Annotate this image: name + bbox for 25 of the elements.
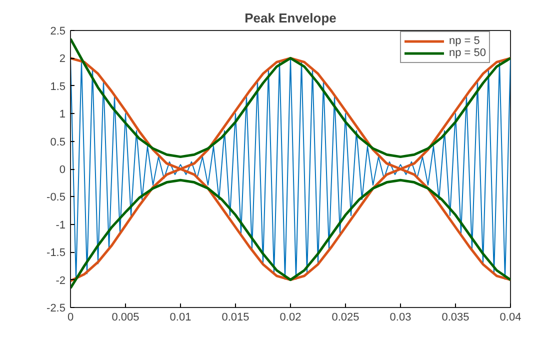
x-tick-label: 0.015 [222, 312, 250, 324]
x-tick-label: 0.02 [280, 312, 302, 324]
legend-label: np = 5 [449, 35, 480, 47]
y-tick-label: -0.5 [46, 192, 66, 204]
y-tick-label: 0 [59, 164, 66, 176]
y-tick-label: 1 [59, 108, 66, 121]
y-tick-label: 2 [59, 53, 66, 66]
x-tick-label: 0.01 [170, 312, 192, 324]
y-tick-label: 2.5 [50, 26, 66, 38]
legend-label: np = 50 [449, 47, 486, 59]
chart-title: Peak Envelope [244, 10, 336, 26]
x-tick-label: 0.005 [112, 312, 140, 324]
x-tick-label: 0.03 [390, 312, 412, 324]
x-tick-label: 0.04 [500, 312, 522, 324]
y-tick-label: -1 [56, 219, 66, 232]
y-tick-label: -2 [56, 274, 66, 287]
x-tick-label: 0.025 [332, 312, 360, 324]
y-tick-label: -2.5 [46, 302, 66, 314]
line-series [70, 38, 510, 158]
x-tick-label: 0.035 [442, 312, 470, 324]
y-tick-label: 1.5 [50, 80, 66, 93]
line-series [70, 58, 510, 280]
y-tick-label: 0.5 [50, 136, 66, 148]
x-tick-label: 0 [67, 312, 74, 324]
y-tick-label: -1.5 [46, 247, 66, 260]
